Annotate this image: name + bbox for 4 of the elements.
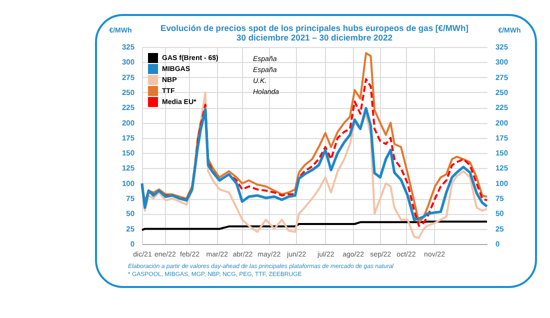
- line-series: [140, 106, 488, 222]
- line-series: [141, 220, 488, 232]
- chart-title: Evolución de precios spot de los principales hubs europeos de gas [€/MWh]: [160, 23, 469, 33]
- chart-subtitle: 30 diciembre 2021 – 30 diciembre 2022: [236, 32, 393, 42]
